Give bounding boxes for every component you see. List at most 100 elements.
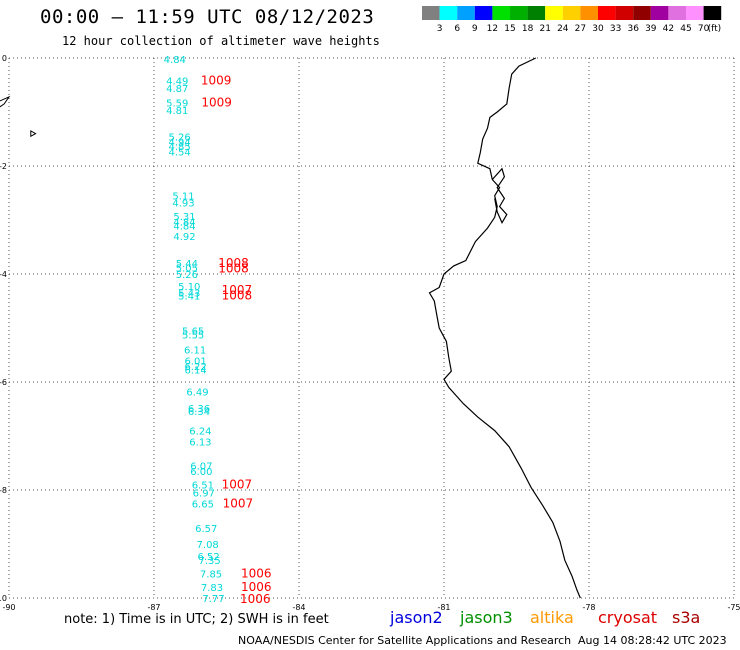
legend-tick-label: 36 bbox=[627, 24, 639, 34]
satellite-label-cryosat: cryosat bbox=[598, 608, 658, 627]
wave-height-label: 7.08 bbox=[197, 540, 219, 551]
footer-note: note: 1) Time is in UTC; 2) SWH is in fe… bbox=[64, 612, 329, 627]
wave-height-label: 6.22 bbox=[184, 362, 206, 373]
legend-tick-label: 42 bbox=[663, 24, 674, 34]
wave-height-label: 7.85 bbox=[200, 570, 222, 581]
wave-height-label: 4.92 bbox=[173, 232, 195, 243]
lat-tick-label: -8 bbox=[0, 486, 7, 495]
galapagos-island bbox=[0, 95, 11, 108]
wave-height-label: 6.11 bbox=[184, 346, 206, 357]
wave-height-label: 4.87 bbox=[166, 84, 188, 95]
coastline bbox=[428, 57, 581, 599]
lon-tick-label: -90 bbox=[2, 603, 15, 612]
legend-tick-label: 33 bbox=[610, 24, 621, 34]
lat-tick-label: -10 bbox=[0, 594, 7, 603]
pressure-label: 1007 bbox=[222, 283, 253, 297]
lat-tick-label: -2 bbox=[0, 162, 7, 171]
lon-tick-label: -84 bbox=[292, 603, 305, 612]
pressure-label: 1006 bbox=[240, 592, 271, 606]
legend-tick-label: 3 bbox=[437, 24, 443, 34]
wave-height-label: 7.83 bbox=[201, 583, 223, 594]
pressure-label: 1009 bbox=[201, 95, 232, 109]
legend-swatch bbox=[580, 6, 598, 20]
legend-tick-label: 12 bbox=[487, 24, 498, 34]
wave-height-label: 4.94 bbox=[169, 138, 191, 149]
chart-subtitle: 12 hour collection of altimeter wave hei… bbox=[62, 34, 380, 48]
credit-line: NOAA/NESDIS Center for Satellite Applica… bbox=[238, 634, 572, 647]
legend-tick-label: 27 bbox=[575, 24, 586, 34]
wave-height-label: 7.77 bbox=[202, 594, 224, 605]
wave-height-label: 5.10 bbox=[178, 282, 200, 293]
legend-tick-label: 15 bbox=[504, 24, 515, 34]
legend-swatch bbox=[598, 6, 616, 20]
wave-height-label: 5.65 bbox=[182, 327, 204, 338]
pressure-label: 1008 bbox=[218, 262, 249, 276]
wave-height-label: 5.26 bbox=[176, 270, 198, 281]
wave-height-label: 7.35 bbox=[198, 556, 220, 567]
pressure-label: 1009 bbox=[201, 74, 232, 88]
legend-tick-label: 39 bbox=[645, 24, 657, 34]
lon-tick-label: -78 bbox=[582, 603, 595, 612]
legend-swatch bbox=[457, 6, 475, 20]
wave-height-label: 5.05 bbox=[176, 264, 198, 275]
legend-tick-label: 70 bbox=[698, 24, 710, 34]
satellite-label-s3a: s3a bbox=[672, 608, 701, 627]
legend-tick-label: 21 bbox=[539, 24, 550, 34]
chart-title: 00:00 — 11:59 UTC 08/12/2023 bbox=[40, 6, 375, 28]
legend-tick-label: 45 bbox=[680, 24, 691, 34]
legend-tick-label: 24 bbox=[557, 24, 569, 34]
wave-height-label: 5.43 bbox=[178, 288, 200, 299]
legend-swatch bbox=[492, 6, 510, 20]
wave-height-label: 5.26 bbox=[169, 132, 191, 143]
wave-height-label: 4.81 bbox=[166, 106, 188, 117]
wave-height-label: 6.13 bbox=[189, 437, 211, 448]
wave-height-label: 6.36 bbox=[188, 404, 210, 415]
legend-swatch bbox=[703, 6, 722, 20]
wave-height-label: 5.41 bbox=[178, 292, 200, 303]
pressure-label: 1008 bbox=[222, 289, 253, 303]
wave-height-label: 6.34 bbox=[188, 407, 210, 418]
pressure-label: 1007 bbox=[223, 497, 254, 511]
legend-unit: (ft) bbox=[708, 24, 722, 34]
legend-swatch bbox=[650, 6, 669, 20]
wave-height-label: 5.31 bbox=[173, 212, 195, 223]
wave-height-label: 4.84 bbox=[164, 55, 186, 66]
gulf-of-guayaquil bbox=[491, 167, 508, 225]
wave-height-label: 6.51 bbox=[192, 481, 214, 492]
pressure-label: 1006 bbox=[241, 567, 272, 581]
wave-height-label: 6.14 bbox=[184, 366, 206, 377]
wave-height-label: 6.52 bbox=[198, 552, 220, 563]
satellite-label-jason2: jason2 bbox=[390, 608, 443, 627]
lon-tick-label: -81 bbox=[437, 603, 450, 612]
wave-height-label: 4.49 bbox=[166, 77, 188, 88]
pressure-label: 1008 bbox=[218, 256, 249, 270]
wave-height-label: 4.54 bbox=[169, 147, 191, 158]
legend-tick-label: 9 bbox=[472, 24, 478, 34]
galapagos-island bbox=[30, 130, 37, 138]
wave-height-label: 6.97 bbox=[193, 489, 215, 500]
legend-swatch bbox=[422, 6, 440, 20]
wave-height-label: 5.11 bbox=[172, 192, 194, 203]
wave-height-label: 5.55 bbox=[182, 330, 204, 341]
legend-swatch bbox=[615, 6, 634, 20]
legend-swatch bbox=[562, 6, 581, 20]
wave-height-label: 5.59 bbox=[166, 98, 188, 109]
wave-height-label: 6.00 bbox=[190, 467, 212, 478]
pressure-label: 1007 bbox=[222, 478, 253, 492]
generation-timestamp: Aug 14 08:28:42 UTC 2023 bbox=[578, 634, 727, 647]
wave-height-label: 4.84 bbox=[173, 221, 195, 232]
satellite-label-jason3: jason3 bbox=[460, 608, 513, 627]
wave-height-label: 6.07 bbox=[190, 462, 212, 473]
wave-height-label: 6.49 bbox=[186, 388, 208, 399]
lat-tick-label: 0 bbox=[2, 54, 7, 63]
wave-height-label: 4.93 bbox=[172, 199, 194, 210]
wave-height-label: 6.01 bbox=[184, 356, 206, 367]
wave-height-label: 4.85 bbox=[169, 142, 191, 153]
wave-height-color-legend: 3 6 9 12 15 18 21 24 27 30 33 36 39 42 45 70(ft) bbox=[422, 6, 722, 34]
wave-height-label: 6.57 bbox=[195, 524, 217, 535]
legend-swatch bbox=[527, 6, 546, 20]
lat-tick-label: -4 bbox=[0, 270, 7, 279]
legend-swatch bbox=[474, 6, 493, 20]
legend-swatch bbox=[545, 6, 563, 20]
legend-swatch bbox=[686, 6, 704, 20]
